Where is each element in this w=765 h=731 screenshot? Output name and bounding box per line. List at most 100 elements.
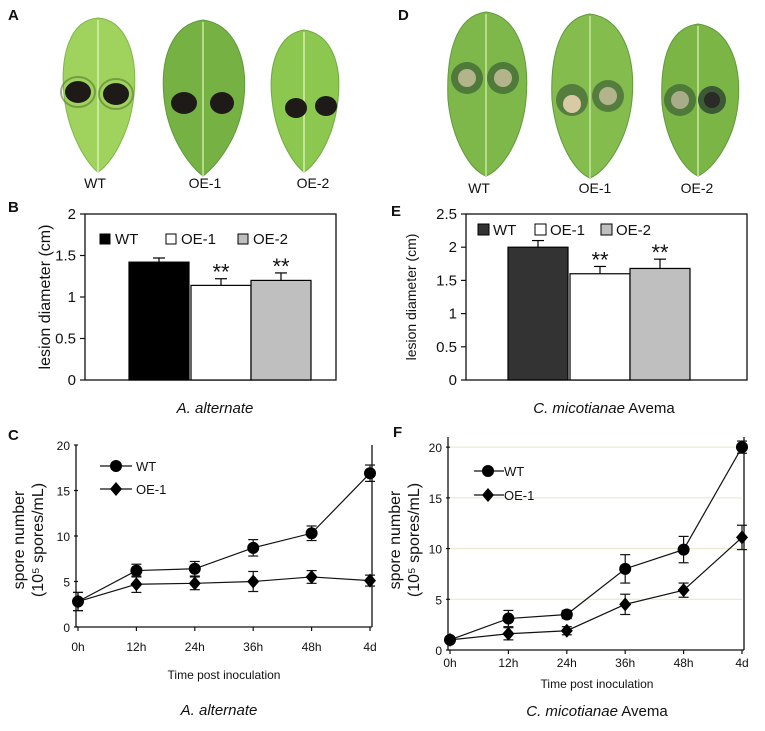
x-tick-label-F-1: 12h [498,656,518,670]
legend-F: WT OE-1 [474,464,534,503]
legend-E: WT OE-1 OE-2 [477,222,651,239]
panel-A: A WT OE-1 OE-2 [8,7,340,191]
point-F-wt-3 [619,562,632,575]
point-C-wt-2 [188,562,201,575]
x-tick-label-F-4: 48h [674,656,694,670]
y-tick-label-C-3: 15 [57,485,71,499]
leaf-image-oe1-a [162,19,246,177]
chart-E: E 0 0.5 1 1.5 2 2.5 ** ** lesion diameter (cm)… [391,203,748,417]
y-axis-label-C-line2: (10⁵ spores/mL) [30,483,47,597]
y-tick-label-C-1: 5 [63,576,70,590]
bars-E: ** ** [507,239,691,381]
point-C-oe-1-1 [130,577,143,592]
point-F-oe-1-0 [444,632,456,647]
legend-label-oe2-E: OE-2 [616,222,651,239]
legend-B: WT OE-1 OE-2 [99,231,288,248]
bar-E-wt [507,246,569,381]
y-ticks-B: 0 0.5 1 1.5 2 [55,206,85,389]
leaf-image-wt-a [60,17,136,173]
x-axis-label-C: Time post inoculation [168,668,281,682]
legend-label-wt-C: WT [136,459,156,474]
y-tick-label-C-0: 0 [63,621,70,635]
point-C-oe-1-5 [364,573,376,588]
x-tick-label-F-3: 36h [615,656,635,670]
x-axis-caption-E-italic: C. micotianae [533,400,625,417]
legend-label-oe1-B: OE-1 [181,231,216,248]
caption-F-italic: C. micotianae [526,703,618,720]
bar-E-oe-2 [629,267,691,381]
y-tick-label-B-0: 0 [68,372,76,389]
x-tick-label-C-5: 4d [363,640,376,654]
x-tick-label-F-2: 24h [557,656,577,670]
x-tick-label-C-3: 36h [243,640,263,654]
x-axis-label-F: Time post inoculation [541,677,654,691]
point-F-oe-1-5 [736,530,748,545]
panel-letter-F: F [393,424,402,441]
y-axis-label-E: lesion diameter (cm) [403,234,419,361]
y-tick-label-B-4: 2 [68,206,76,223]
leaf-label-oe2-a: OE-2 [297,175,330,191]
x-axis-caption-E-suffix: Avema [625,400,675,417]
x-axis-caption-E: C. micotianae Avema [533,400,675,417]
point-C-wt-1 [130,564,143,577]
legend-label-oe2-B: OE-2 [253,231,288,248]
legend-swatch-wt-E [477,223,490,236]
legend-swatch-oe1-E [534,223,547,236]
series-F [444,440,748,647]
point-F-oe-1-3 [619,597,632,612]
y-tick-label-B-2: 1 [68,289,76,306]
leaf-label-wt-a: WT [84,175,106,191]
y-tick-label-E-3: 1.5 [436,272,457,289]
point-F-oe-1-2 [560,623,573,638]
y-ticks-E: 0 0.5 1 1.5 2 2.5 [436,206,466,389]
x-tick-label-C-0: 0h [71,640,84,654]
x-tick-label-F-0: 0h [443,656,456,670]
bars-B: ** ** [128,254,312,381]
point-C-oe-1-2 [188,576,201,591]
leaf-label-oe1-a: OE-1 [189,175,222,191]
series-line-C-wt [77,472,371,603]
panel-letter-A: A [8,7,19,24]
x-tick-label-C-4: 48h [302,640,322,654]
point-F-wt-1 [502,612,515,625]
y-tick-label-F-1: 5 [435,593,442,607]
series-C [72,464,376,612]
axes-F [447,437,745,651]
point-F-oe-1-1 [502,626,515,641]
legend-label-oe1-F: OE-1 [504,488,534,503]
point-C-oe-1-4 [305,569,318,584]
point-C-oe-1-0 [72,594,84,609]
leaf-image-oe2-a [270,29,340,173]
point-C-wt-5 [364,467,376,480]
leaf-label-oe2-d: OE-2 [681,180,714,196]
panel-letter-D: D [398,7,409,24]
significance-E-2: ** [651,240,669,265]
panel-letter-C: C [8,427,19,444]
y-tick-label-E-0: 0 [449,372,457,389]
significance-B-2: ** [272,254,290,279]
leaf-image-oe2-d [661,23,740,177]
y-axis-label-C-line1: spore number [11,490,28,589]
legend-marker-wt-C [110,460,122,472]
legend-label-wt-E: WT [493,222,516,239]
y-tick-label-F-4: 20 [429,441,443,455]
point-C-wt-3 [247,541,260,554]
y-axis-label-B: lesion diameter (cm) [37,225,54,370]
significance-B-1: ** [212,260,230,285]
x-axis-caption-B: A. alternate [176,400,254,417]
y-tick-label-B-3: 1.5 [55,248,76,265]
leaf-label-wt-d: WT [468,180,490,196]
y-tick-label-F-0: 0 [435,644,442,658]
legend-swatch-oe1-B [165,233,177,245]
series-line-C-oe-1 [77,576,371,603]
caption-C: A. alternate [180,702,258,719]
chart-B: B 0 0.5 1 1.5 2 ** ** lesion diameter (cm) WT… [8,199,337,417]
leaf-image-wt-d [447,11,528,177]
y-axis-label-F-line2: (10⁵ spores/mL) [406,483,423,597]
point-C-oe-1-3 [247,574,260,589]
y-axis-label-F-line1: spore number [387,490,404,589]
axes-C [75,445,373,628]
point-F-wt-4 [677,543,690,556]
legend-swatch-oe2-E [600,223,613,236]
